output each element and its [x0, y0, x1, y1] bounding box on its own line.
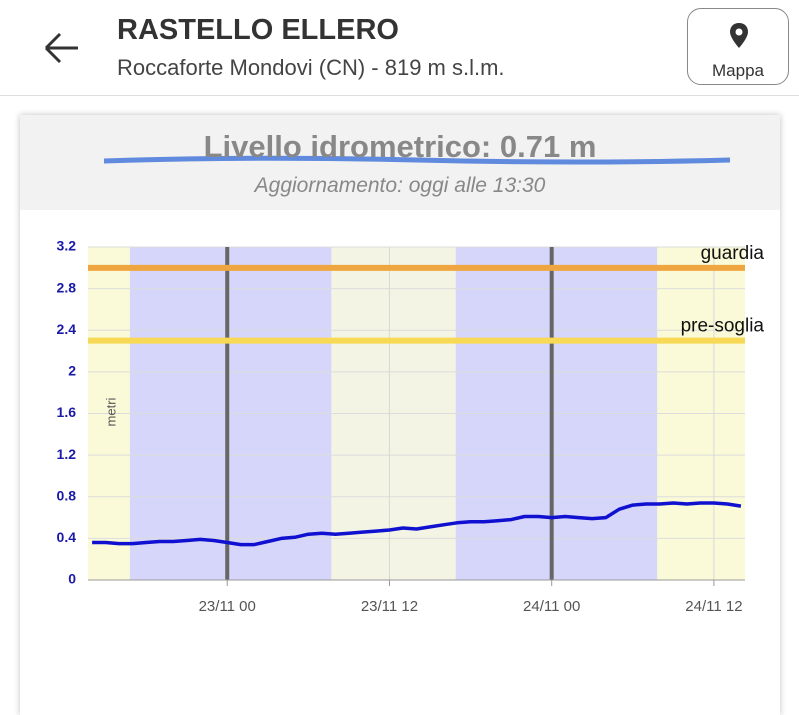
- x-tick-label: 23/11 12: [361, 598, 418, 615]
- y-tick-label: 0.8: [57, 487, 77, 503]
- y-tick-label: 0: [68, 571, 76, 587]
- y-tick-label: 1.2: [57, 446, 77, 462]
- y-tick-label: 1.6: [57, 404, 77, 420]
- card-header: Livello idrometrico: 0.71 m Aggiornament…: [20, 115, 780, 210]
- pin-icon: [730, 23, 748, 48]
- x-tick-label: 24/11 00: [523, 598, 580, 615]
- x-tick-label: 23/11 00: [199, 598, 256, 615]
- card-title: Livello idrometrico: 0.71 m: [203, 129, 597, 164]
- map-label: Mappa: [712, 61, 764, 80]
- threshold-label: pre-soglia: [681, 316, 765, 337]
- threshold-label: guardia: [701, 243, 765, 264]
- card-subtitle: Aggiornamento: oggi alle 13:30: [254, 174, 546, 197]
- y-tick-label: 2: [68, 363, 76, 379]
- map-button[interactable]: Mappa: [687, 8, 789, 85]
- divider: [0, 95, 799, 96]
- chart: 0 0.4 0.8 1.2 1.6 2 2.4 2.8 3.2 23/11 00 23/11 12 2…: [57, 238, 765, 615]
- data-line: [92, 501, 742, 547]
- scribble: [103, 155, 731, 165]
- y-tick-label: 2.4: [57, 321, 77, 337]
- y-tick-label: 2.8: [57, 279, 77, 295]
- station-title: RASTELLO ELLERO: [117, 14, 399, 46]
- y-axis-label: metri: [103, 397, 118, 426]
- x-tick-label: 24/11 12: [685, 598, 742, 615]
- y-tick-label: 0.4: [57, 529, 77, 545]
- y-tick-label: 3.2: [57, 238, 77, 254]
- app-screen: RASTELLO ELLERO Roccaforte Mondovi (CN) …: [0, 8, 799, 615]
- station-subtitle: Roccaforte Mondovi (CN) - 819 m s.l.m.: [117, 55, 505, 80]
- back-arrow[interactable]: [40, 30, 84, 66]
